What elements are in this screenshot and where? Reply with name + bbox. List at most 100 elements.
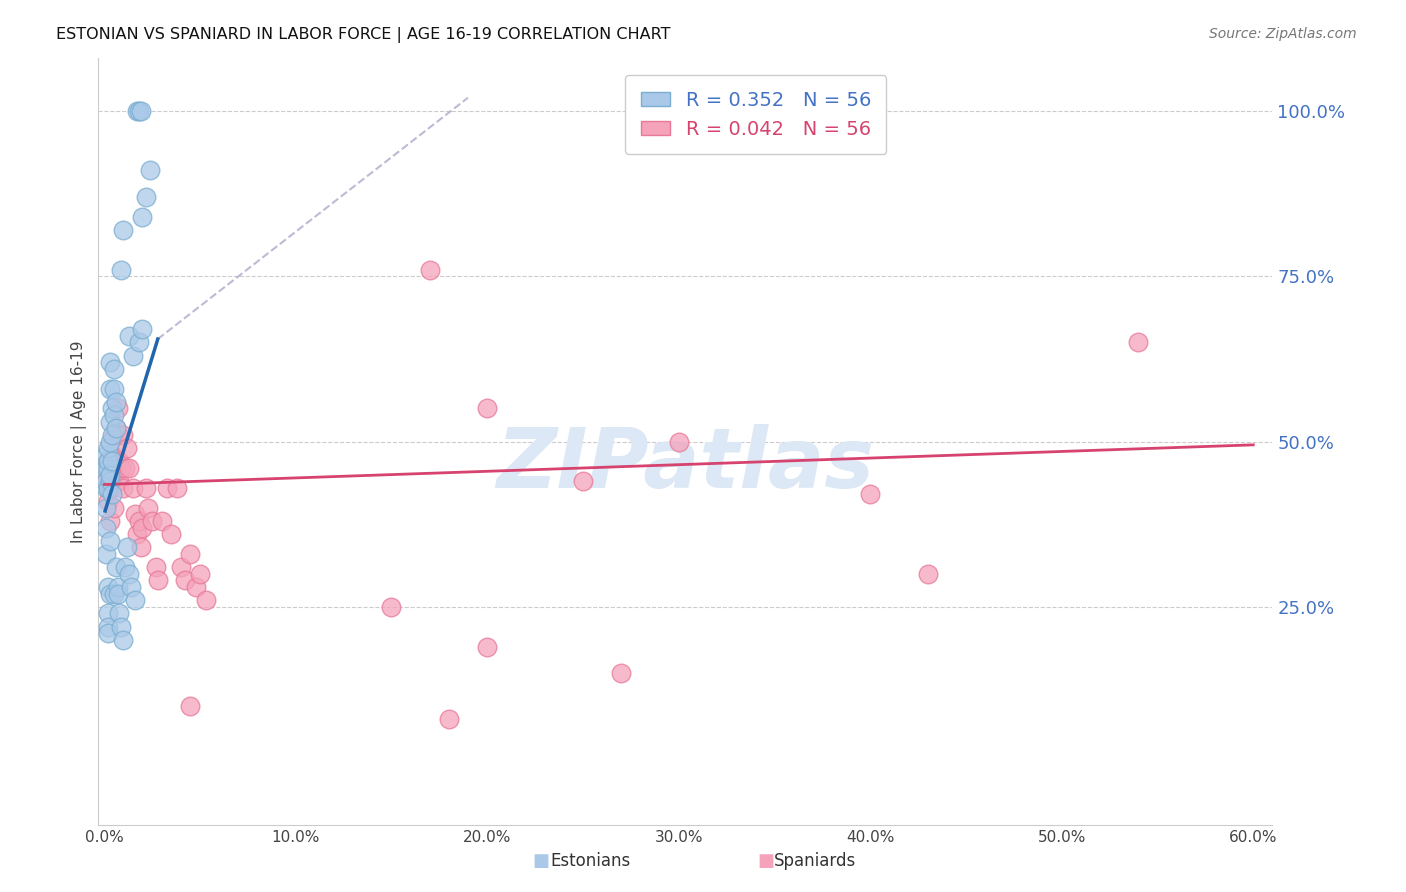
Point: [98, 382, 121, 396]
Point: [98, 514, 121, 528]
Text: ZIPatlas: ZIPatlas: [496, 424, 875, 505]
Point: [124, 593, 146, 607]
Point: [118, 566, 141, 581]
Point: [104, 560, 127, 574]
Point: [98, 587, 121, 601]
Legend: R = 0.352   N = 56, R = 0.042   N = 56: R = 0.352 N = 56, R = 0.042 N = 56: [626, 75, 886, 154]
Point: [118, 328, 141, 343]
Point: [98, 355, 121, 369]
Point: [477, 401, 499, 416]
Text: Spaniards: Spaniards: [775, 852, 856, 870]
Point: [128, 514, 150, 528]
Point: [419, 262, 441, 277]
Point: [179, 699, 201, 714]
Point: [194, 593, 217, 607]
Point: [115, 541, 138, 555]
Point: [110, 461, 132, 475]
Point: [150, 514, 173, 528]
Point: [112, 481, 135, 495]
Point: [184, 580, 207, 594]
Point: [859, 487, 882, 501]
Point: [917, 566, 939, 581]
Point: [94, 474, 117, 488]
Point: [104, 421, 127, 435]
Point: [98, 533, 121, 548]
Point: [101, 487, 124, 501]
Point: [98, 467, 121, 482]
Point: [94, 481, 117, 495]
Point: [101, 454, 124, 468]
Point: [98, 415, 121, 429]
Point: [135, 481, 157, 495]
Point: [141, 514, 163, 528]
Point: [112, 632, 135, 647]
Point: [122, 349, 145, 363]
Point: [114, 461, 136, 475]
Point: [97, 626, 120, 640]
Point: [188, 566, 211, 581]
Point: [145, 560, 167, 574]
Text: ■: ■: [533, 852, 550, 870]
Point: [125, 103, 148, 118]
Point: [668, 434, 690, 449]
Point: [125, 527, 148, 541]
Point: [98, 474, 121, 488]
Point: [572, 474, 595, 488]
Point: [108, 474, 131, 488]
Point: [129, 541, 152, 555]
Point: [98, 434, 121, 449]
Text: ■: ■: [758, 852, 775, 870]
Point: [101, 461, 124, 475]
Point: [110, 620, 132, 634]
Point: [120, 580, 142, 594]
Point: [108, 607, 131, 621]
Point: [97, 481, 120, 495]
Point: [94, 448, 117, 462]
Point: [103, 500, 125, 515]
Point: [1128, 335, 1150, 350]
Point: [103, 467, 125, 482]
Point: [101, 401, 124, 416]
Point: [94, 461, 117, 475]
Point: [94, 547, 117, 561]
Point: [97, 607, 120, 621]
Text: Estonians: Estonians: [550, 852, 631, 870]
Point: [131, 520, 153, 534]
Point: [107, 401, 129, 416]
Point: [97, 620, 120, 634]
Point: [108, 454, 131, 468]
Point: [103, 382, 125, 396]
Point: [97, 494, 120, 508]
Point: [107, 580, 129, 594]
Point: [124, 508, 146, 522]
Point: [97, 441, 120, 455]
Text: Source: ZipAtlas.com: Source: ZipAtlas.com: [1209, 27, 1357, 41]
Point: [107, 587, 129, 601]
Point: [94, 520, 117, 534]
Point: [94, 500, 117, 515]
Point: [101, 448, 124, 462]
Point: [173, 574, 195, 588]
Point: [103, 361, 125, 376]
Point: [97, 580, 120, 594]
Y-axis label: In Labor Force | Age 16-19: In Labor Force | Age 16-19: [72, 340, 87, 543]
Point: [380, 599, 402, 614]
Point: [146, 574, 169, 588]
Point: [112, 223, 135, 237]
Point: [437, 712, 460, 726]
Text: ESTONIAN VS SPANIARD IN LABOR FORCE | AGE 16-19 CORRELATION CHART: ESTONIAN VS SPANIARD IN LABOR FORCE | AG…: [56, 27, 671, 43]
Point: [103, 428, 125, 442]
Point: [94, 474, 117, 488]
Point: [129, 103, 152, 118]
Point: [97, 461, 120, 475]
Point: [179, 547, 201, 561]
Point: [122, 481, 145, 495]
Point: [135, 190, 157, 204]
Point: [104, 461, 127, 475]
Point: [131, 322, 153, 336]
Point: [103, 408, 125, 422]
Point: [128, 335, 150, 350]
Point: [101, 481, 124, 495]
Point: [131, 210, 153, 224]
Point: [610, 665, 633, 680]
